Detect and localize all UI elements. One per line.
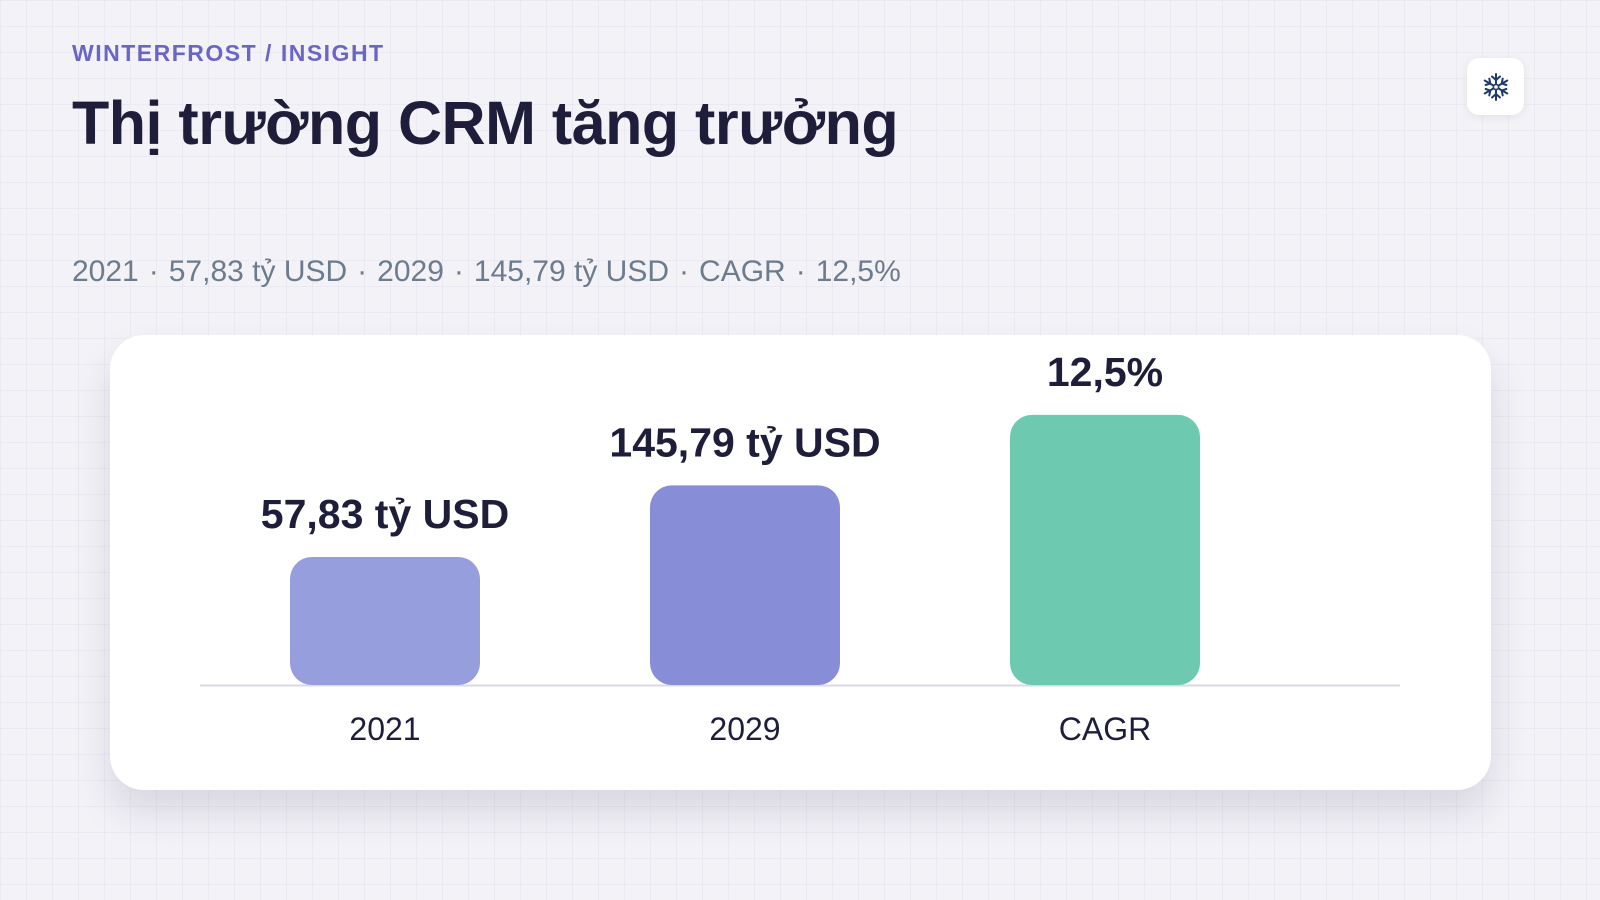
bar-2021 [290, 557, 480, 685]
summary-item: 57,83 tỷ USD [168, 255, 348, 288]
summary-separator: · [148, 255, 159, 288]
category-label: 2029 [709, 711, 780, 747]
bar-2029 [650, 485, 840, 685]
summary-separator: · [679, 255, 690, 288]
summary-separator: · [453, 255, 464, 288]
summary-item: CAGR [699, 255, 786, 288]
bar-value-label: 145,79 tỷ USD [609, 419, 880, 465]
bar-cagr [1010, 414, 1200, 685]
summary-separator: · [357, 255, 368, 288]
bar-value-label: 12,5% [1047, 349, 1163, 395]
summary-item: 145,79 tỷ USD [473, 255, 670, 288]
summary-item: 2021 [72, 255, 139, 288]
summary-item: 12,5% [815, 255, 901, 288]
summary-line: 2021 · 57,83 tỷ USD · 2029 · 145,79 tỷ USD · CAG… [72, 255, 901, 289]
bar-chart: 57,83 tỷ USD 2021 145,79 tỷ USD 2029 12,5% CA… [200, 349, 1400, 747]
category-label: 2021 [349, 711, 420, 747]
logo-badge [1467, 58, 1524, 115]
category-label: CAGR [1059, 711, 1151, 747]
chart-card: 57,83 tỷ USD 2021 145,79 tỷ USD 2029 12,5% CA… [110, 335, 1491, 790]
bar-value-label: 57,83 tỷ USD [261, 491, 509, 537]
kicker-label: WINTERFROST / INSIGHT [72, 40, 385, 66]
snowflake-icon [1483, 72, 1508, 101]
page-title: Thị trường CRM tăng trưởng [72, 89, 899, 157]
summary-item: 2029 [377, 255, 444, 288]
summary-separator: · [795, 255, 806, 288]
